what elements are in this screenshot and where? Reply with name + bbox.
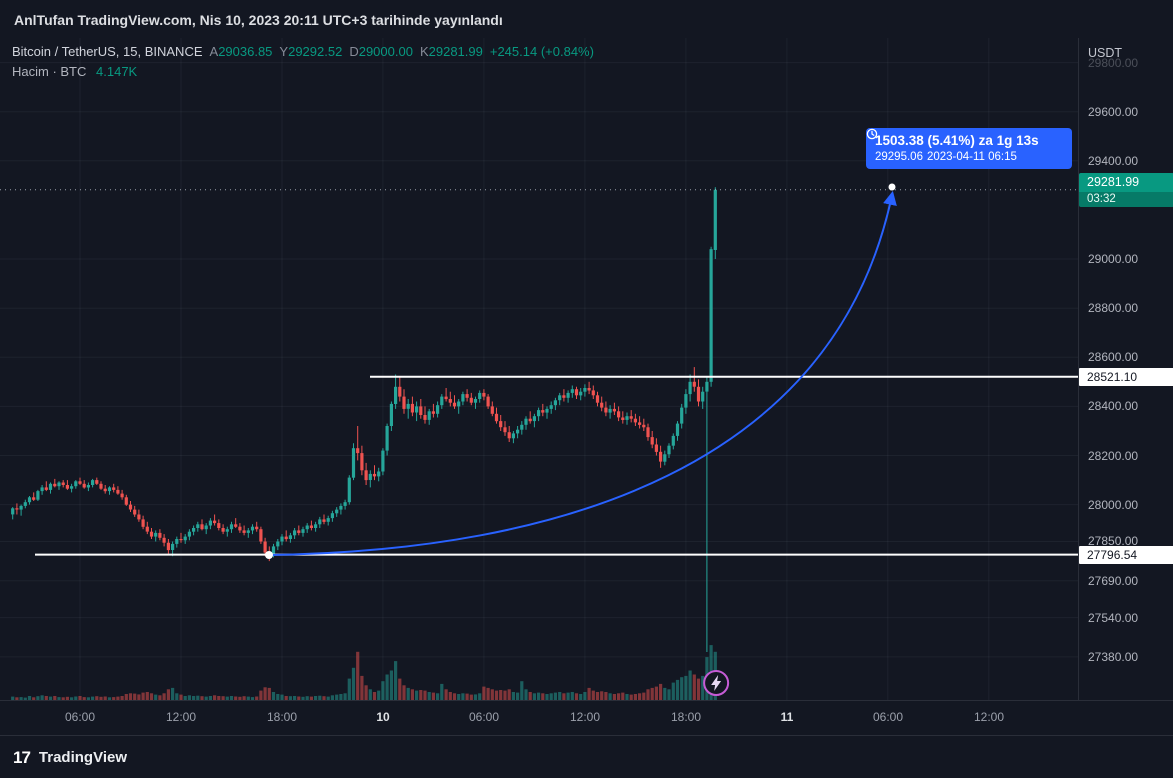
time-axis[interactable]: 06:00 12:00 18:00 10 06:00 12:00 18:00 11 06:00 1… <box>0 700 1173 736</box>
price-tick-label: 29000.00 <box>1088 252 1139 266</box>
price-tick-label: 28600.00 <box>1088 350 1139 364</box>
quote-currency-label[interactable]: USDT <box>1088 46 1123 60</box>
ohlc-values: A29036.85 Y29292.52 D29000.00 K29281.99 <box>203 44 483 59</box>
time-tick-day: 11 <box>780 710 794 724</box>
price-tick-label: 28000.00 <box>1088 498 1139 512</box>
callout-datetime: 2023-04-11 06:15 <box>926 151 1017 163</box>
volume-series <box>11 645 717 700</box>
price-chart-canvas[interactable] <box>0 38 1078 700</box>
ohlc-letter: K <box>419 44 429 59</box>
volume-value: 4.147K <box>96 64 138 79</box>
candle-countdown: 03:32 <box>1079 192 1173 207</box>
volume-label[interactable]: Hacim · BTC <box>12 64 87 79</box>
callout-change-text: 1503.38 (5.41%) za 1g 13s <box>875 133 1039 148</box>
time-tick-label: 06:00 <box>872 710 904 724</box>
ohlc-letter: A <box>209 44 219 59</box>
time-tick-label: 12:00 <box>569 710 601 724</box>
byline: AnlTufan TradingView.com, Nis 10, 2023 2… <box>0 0 1173 38</box>
tradingview-logo-icon[interactable]: 17 <box>13 747 31 767</box>
time-tick-label: 06:00 <box>64 710 96 724</box>
brand-name[interactable]: TradingView <box>38 748 128 766</box>
candlestick-series <box>11 187 717 652</box>
projection-arrow[interactable] <box>265 183 897 560</box>
chart-legend: Bitcoin / TetherUS, 15, BINANCE A29036.85… <box>12 44 594 84</box>
ohlc-letter: D <box>349 44 359 59</box>
ohlc-value: 29292.52 <box>288 44 343 59</box>
symbol-title[interactable]: Bitcoin / TetherUS, 15, BINANCE <box>12 44 203 59</box>
lightning-icon <box>711 675 722 691</box>
ohlc-letter: Y <box>279 44 289 59</box>
level-price-badge: 27796.54 <box>1079 546 1173 564</box>
lightning-marker[interactable] <box>703 670 730 696</box>
projection-end-dot <box>888 183 896 191</box>
time-tick-label: 18:00 <box>670 710 702 724</box>
time-tick-label: 12:00 <box>973 710 1005 724</box>
time-tick-label: 12:00 <box>165 710 197 724</box>
price-tick-label: 27540.00 <box>1088 611 1139 625</box>
grid-lines <box>0 38 1078 700</box>
price-tick-label: 27380.00 <box>1088 650 1139 664</box>
change-value: +245.14 (+0.84%) <box>489 44 594 59</box>
chart-area[interactable]: Bitcoin / TetherUS, 15, BINANCE A29036.85… <box>0 38 1078 700</box>
price-tick-label: 29400.00 <box>1088 154 1139 168</box>
callout-target-price: 29295.06 <box>875 151 923 163</box>
price-axis[interactable]: USDT 29800.00 29600.00 29400.00 29000.00 288… <box>1078 38 1173 700</box>
price-tick-label: 28400.00 <box>1088 399 1139 413</box>
last-price-value: 29281.99 <box>1079 173 1173 192</box>
price-tick-label: 27850.00 <box>1088 534 1139 548</box>
last-price-badge: 29281.99 03:32 <box>1079 173 1173 207</box>
ohlc-value: 29000.00 <box>358 44 413 59</box>
time-tick-day: 10 <box>376 710 390 724</box>
footer-bar: 17 TradingView <box>0 735 1173 778</box>
level-price-badge: 28521.10 <box>1079 368 1173 386</box>
projection-start-dot <box>265 551 273 559</box>
byline-text: AnlTufan TradingView.com, Nis 10, 2023 2… <box>14 12 503 28</box>
price-tick-label: 27690.00 <box>1088 574 1139 588</box>
price-tick-label: 29800.00 <box>1088 56 1139 70</box>
ohlc-value: 29036.85 <box>218 44 273 59</box>
ohlc-value: 29281.99 <box>428 44 483 59</box>
time-tick-label: 18:00 <box>266 710 298 724</box>
price-tick-label: 28800.00 <box>1088 301 1139 315</box>
time-tick-label: 06:00 <box>468 710 500 724</box>
projection-callout: 1503.38 (5.41%) za 1g 13s 29295.06 2023-… <box>866 128 1072 169</box>
clock-icon <box>866 128 878 140</box>
price-tick-label: 28200.00 <box>1088 449 1139 463</box>
price-tick-label: 29600.00 <box>1088 105 1139 119</box>
